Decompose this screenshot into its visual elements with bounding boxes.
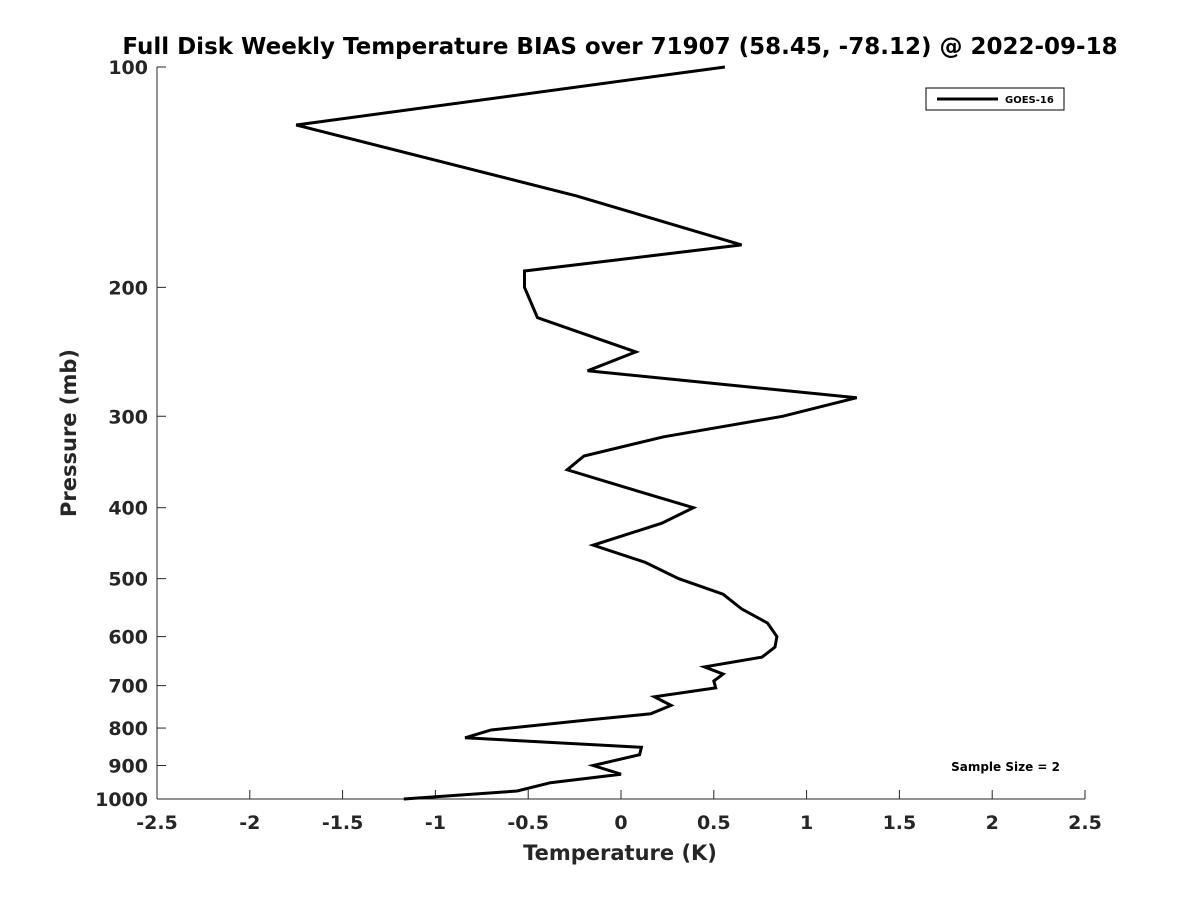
sample-size-annotation: Sample Size = 2 <box>951 760 1060 774</box>
y-tick-label: 1000 <box>95 789 148 811</box>
y-tick-label: 100 <box>108 57 148 79</box>
x-tick-label: -2 <box>239 812 260 834</box>
x-tick-label: -0.5 <box>507 812 549 834</box>
series-group <box>295 65 858 801</box>
x-tick-label: 2 <box>986 812 999 834</box>
x-tick-label: 1.5 <box>883 812 917 834</box>
x-tick-label: 1 <box>800 812 813 834</box>
y-axis-ticks: 100 200 300 400 500 600 700 800 900 1000 <box>95 57 166 811</box>
series-line-goes-16 <box>295 65 858 801</box>
x-tick-label: -1.5 <box>322 812 364 834</box>
legend-entry-goes-16: GOES-16 <box>1005 95 1054 106</box>
legend: GOES-16 <box>925 87 1065 111</box>
x-tick-label: 2.5 <box>1068 812 1102 834</box>
x-axis-ticks: -2.5 -2 -1.5 -1 -0.5 0 0.5 1 1.5 2 2.5 <box>136 790 1102 834</box>
x-tick-label: -2.5 <box>136 812 178 834</box>
x-axis-label: Temperature (K) <box>523 841 717 865</box>
x-tick-label: 0 <box>614 812 627 834</box>
y-tick-label: 700 <box>108 676 148 698</box>
x-tick-label: -1 <box>425 812 446 834</box>
y-tick-label: 500 <box>108 569 148 591</box>
y-axis-label: Pressure (mb) <box>57 349 81 517</box>
x-tick-label: 0.5 <box>697 812 731 834</box>
plot-axes <box>156 67 1085 800</box>
y-tick-label: 800 <box>108 718 148 740</box>
y-tick-label: 200 <box>108 277 148 299</box>
y-tick-label: 300 <box>108 406 148 428</box>
y-tick-label: 900 <box>108 756 148 778</box>
y-tick-label: 600 <box>108 627 148 649</box>
chart-title: Full Disk Weekly Temperature BIAS over 7… <box>122 34 1117 60</box>
y-tick-label: 400 <box>108 498 148 520</box>
